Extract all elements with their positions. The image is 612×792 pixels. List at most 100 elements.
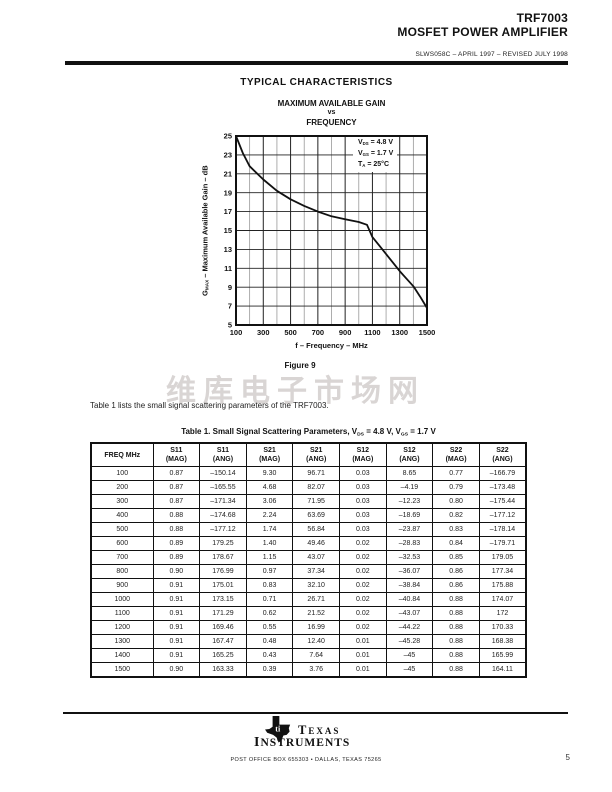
table-cell: 0.71 [245, 592, 294, 608]
table-cell: 0.87 [152, 466, 201, 482]
table-row: 1100 0.91 171.29 0.62 21.52 0.02 –43.07 0.88 172 [90, 606, 527, 622]
table-cell: 0.97 [245, 564, 294, 580]
chart-title-line1: MAXIMUM AVAILABLE GAIN [277, 99, 386, 108]
x-tick-label: 700 [312, 328, 325, 337]
table-cell: 300 [90, 494, 154, 510]
sparameter-table: FREQ MHz S11 (MAG) S11 (ANG) S21 (MAG) S21 (ANG)… [90, 442, 527, 679]
table-cell: 0.88 [432, 592, 480, 608]
table-cell: 0.90 [152, 662, 201, 678]
table-cell: 1400 [90, 648, 154, 664]
table-cell: 200 [90, 480, 154, 496]
table-row: 1500 0.90 163.33 0.39 3.76 0.01 –45 0.88 164.11 [90, 662, 527, 678]
table-cell: 0.87 [152, 480, 201, 496]
table-cell: 1.15 [245, 550, 294, 566]
table-cell: –179.71 [478, 536, 527, 552]
chart-conditions: VDS = 4.8 V VGS = 1.7 V TA = 25°C [353, 137, 398, 172]
x-tick-label: 100 [230, 328, 243, 337]
table-cell: 2.24 [245, 508, 294, 524]
table-cell: 0.91 [152, 634, 201, 650]
table-cell: 700 [90, 550, 154, 566]
table-cell: 172 [478, 606, 527, 622]
table-title: Table 1. Small Signal Scattering Paramet… [181, 427, 436, 438]
table-cell: 0.48 [245, 634, 294, 650]
table-cell: –36.07 [385, 564, 434, 580]
table-cell: 0.02 [339, 550, 387, 566]
table-cell: –32.53 [385, 550, 434, 566]
table-cell: 179.25 [199, 536, 247, 552]
table-cell: –173.48 [478, 480, 527, 496]
table-cell: 179.05 [478, 550, 527, 566]
section-title: TYPICAL CHARACTERISTICS [240, 77, 393, 88]
table-cell: –45 [385, 648, 434, 664]
table-cell: 1500 [90, 662, 154, 678]
table-cell: 96.71 [292, 466, 340, 482]
table-cell: 0.88 [432, 662, 480, 678]
table-cell: 0.02 [339, 592, 387, 608]
table-cell: –28.83 [385, 536, 434, 552]
table-cell: 500 [90, 522, 154, 538]
table-cell: 0.91 [152, 578, 201, 594]
y-tick-label: 5 [228, 321, 232, 330]
x-tick-label: 1500 [419, 328, 436, 337]
table-cell: –18.69 [385, 508, 434, 524]
plot-border [235, 135, 428, 326]
sparameter-table-wrap: FREQ MHz S11 (MAG) S11 (ANG) S21 (MAG) S21 (ANG)… [90, 442, 527, 679]
x-tick-label: 1100 [364, 328, 380, 337]
table-cell: 0.55 [245, 620, 294, 636]
table-cell: –165.55 [199, 480, 247, 496]
table-cell: 0.91 [152, 606, 201, 622]
table-cell: 0.03 [339, 508, 387, 524]
condition-line: VDS = 4.8 V [358, 139, 394, 147]
table-cell: –45 [385, 662, 434, 678]
chart-title-line3: FREQUENCY [306, 118, 357, 127]
table-cell: 0.39 [245, 662, 294, 678]
brand-instruments: INSTRUMENTS [254, 735, 351, 750]
table-cell: –43.07 [385, 606, 434, 622]
table-cell: 1.40 [245, 536, 294, 552]
table-cell: 0.02 [339, 620, 387, 636]
footer-address: POST OFFICE BOX 655303 • DALLAS, TEXAS 7… [230, 757, 382, 763]
table-row: 300 0.87 –171.34 3.06 71.95 0.03 –12.23 0.80 –17… [90, 494, 527, 510]
table-cell: 7.64 [292, 648, 340, 664]
table-cell: 1000 [90, 592, 154, 608]
table-cell: 100 [90, 466, 154, 482]
table-cell: 8.65 [385, 466, 434, 482]
table-cell: 0.83 [245, 578, 294, 594]
table-cell: 26.71 [292, 592, 340, 608]
y-tick-label: 13 [224, 245, 232, 254]
gain-curve [235, 135, 428, 309]
table-cell: 12.40 [292, 634, 340, 650]
table-cell: 9.30 [245, 466, 294, 482]
chart-grid [236, 136, 427, 325]
y-tick-label: 17 [224, 207, 232, 216]
body-paragraph: Table 1 lists the small signal scatterin… [90, 401, 329, 410]
table-cell: 0.43 [245, 648, 294, 664]
texas-map-icon: ti [265, 716, 291, 743]
table-cell: –177.12 [478, 508, 527, 524]
table-cell: 0.03 [339, 466, 387, 482]
y-tick-label: 11 [224, 264, 232, 273]
table-cell: 175.88 [478, 578, 527, 594]
table-row: 700 0.89 178.67 1.15 43.07 0.02 –32.53 0.85 179.… [90, 550, 527, 566]
y-tick-label: 15 [224, 226, 232, 235]
table-cell: 56.84 [292, 522, 340, 538]
col-header-s11-ang: S11 (ANG) [199, 442, 247, 468]
table-cell: 49.46 [292, 536, 340, 552]
table-cell: 0.62 [245, 606, 294, 622]
table-cell: 0.88 [432, 648, 480, 664]
table-cell: 0.03 [339, 494, 387, 510]
table-cell: 0.86 [432, 578, 480, 594]
table-cell: 43.07 [292, 550, 340, 566]
table-cell: 174.07 [478, 592, 527, 608]
table-cell: 0.85 [432, 550, 480, 566]
col-header-s21-mag: S21 (MAG) [245, 442, 294, 468]
table-row: 1300 0.91 167.47 0.48 12.40 0.01 –45.28 0.88 168… [90, 634, 527, 650]
watermark-text: 维库电子市场网 [166, 374, 425, 409]
table-cell: 0.86 [432, 564, 480, 580]
table-cell: 0.03 [339, 522, 387, 538]
table-row: 100 0.87 –150.14 9.30 96.71 0.03 8.65 0.77 –166.… [90, 466, 527, 482]
table-cell: 800 [90, 564, 154, 580]
table-cell: –150.14 [199, 466, 247, 482]
part-number: TRF7003 [516, 11, 568, 25]
